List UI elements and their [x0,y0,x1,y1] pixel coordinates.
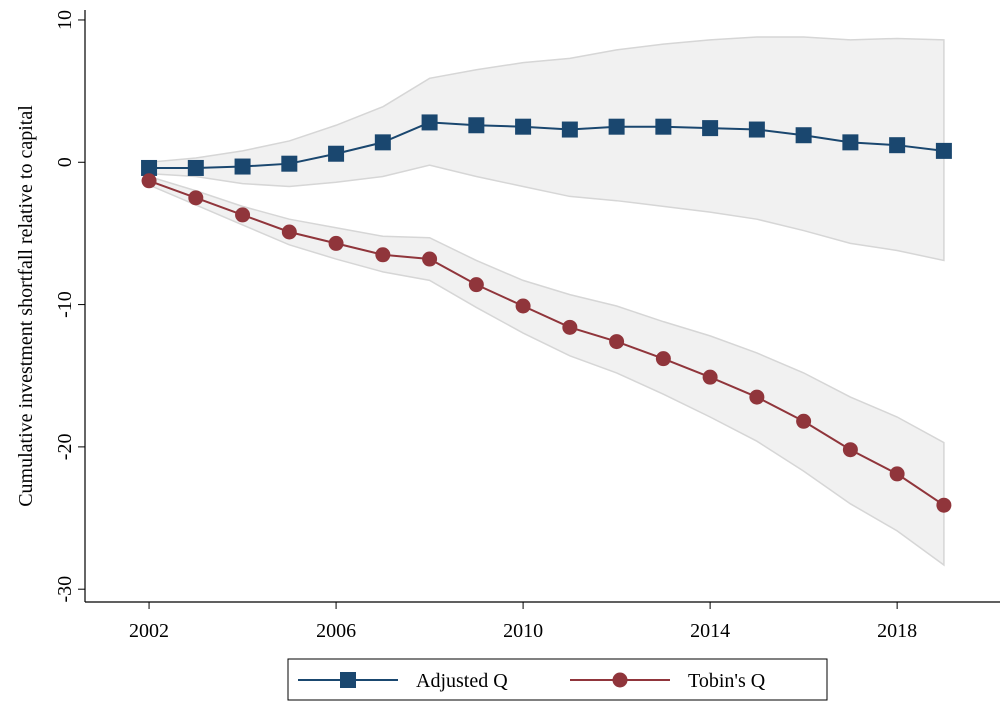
data-point [935,142,952,159]
legend-marker [612,672,628,688]
data-point [608,118,625,135]
data-point [562,319,578,335]
data-point [515,298,531,314]
y-tick-label: 10 [54,10,76,30]
data-point [421,114,438,131]
data-point [328,145,345,162]
data-point [889,137,906,154]
data-point [749,389,765,405]
data-point [655,351,671,367]
data-point [281,155,298,172]
data-point [235,207,251,223]
x-tick-label: 2010 [503,620,543,642]
data-point [609,334,625,350]
confidence-band [148,36,945,262]
data-point [281,224,297,240]
data-point [515,118,532,135]
data-point [842,134,859,151]
confidence-band [148,175,945,567]
data-point [748,121,765,138]
data-point [468,117,485,134]
data-point [234,158,251,175]
data-point [188,190,204,206]
data-point [936,497,952,513]
data-point [702,120,719,137]
data-point [842,442,858,458]
y-tick-label: 0 [54,157,76,167]
data-point [422,251,438,267]
x-tick-label: 2006 [316,620,356,642]
y-tick-label: -20 [54,434,76,461]
data-point [889,466,905,482]
data-point [141,159,158,176]
data-point [187,159,204,176]
y-axis-label: Cumulative investment shortfall relative… [15,105,37,507]
data-point [795,127,812,144]
data-point [375,247,391,263]
y-tick-label: -10 [54,291,76,318]
data-point [702,369,718,385]
x-tick-label: 2002 [129,620,169,642]
x-tick-label: 2014 [690,620,730,642]
legend-label: Tobin's Q [688,670,766,692]
data-point [468,277,484,293]
data-point [328,235,344,251]
data-point [141,173,157,189]
legend-marker [340,672,356,688]
data-point [561,121,578,138]
x-tick-label: 2018 [877,620,917,642]
data-point [796,413,812,429]
series-line [148,179,945,507]
legend-label: Adjusted Q [416,670,508,692]
data-point [374,134,391,151]
y-tick-label: -30 [54,576,76,603]
data-point [655,118,672,135]
